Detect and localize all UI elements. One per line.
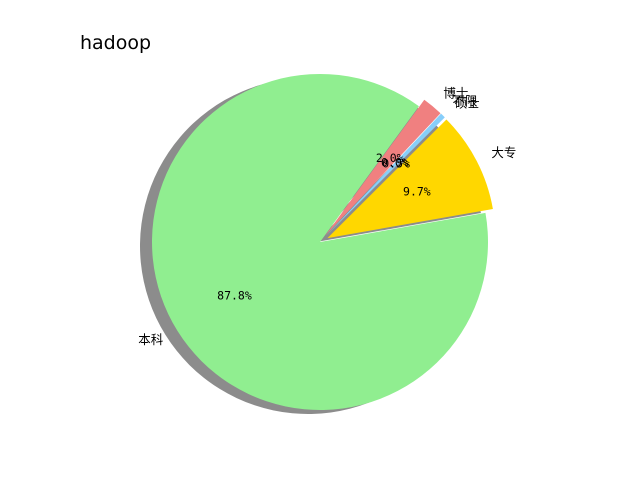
slice-5-wedge xyxy=(152,74,489,411)
slice-2-percent-label: 0.5% xyxy=(382,157,410,171)
slice-5-percent-label: 87.8% xyxy=(217,288,252,302)
slice-2-wedge xyxy=(325,113,445,236)
slice-3-wedge xyxy=(325,113,441,236)
chart-title: hadoop xyxy=(80,32,151,54)
slice-1-category-label: 大专 xyxy=(491,145,516,160)
pie-slice-layer xyxy=(152,74,493,411)
slice-5-category-label: 本科 xyxy=(138,332,164,347)
pie-label-layer: 大专 9.7% 硕士 0.5% 不限 0.0% 博士 2.0% 本科 87.8% xyxy=(138,85,516,347)
slice-1-percent-label: 9.7% xyxy=(403,185,431,199)
slice-2-category-label: 硕士 xyxy=(455,95,480,110)
slice-4-percent-label: 2.0% xyxy=(376,151,404,165)
slice-4-category-label: 博士 xyxy=(443,85,468,100)
slice-3-category-label: 不限 xyxy=(452,93,478,108)
slice-1-wedge xyxy=(327,119,493,239)
slice-3-percent-label: 0.0% xyxy=(381,156,409,170)
slice-4-wedge xyxy=(325,99,441,236)
